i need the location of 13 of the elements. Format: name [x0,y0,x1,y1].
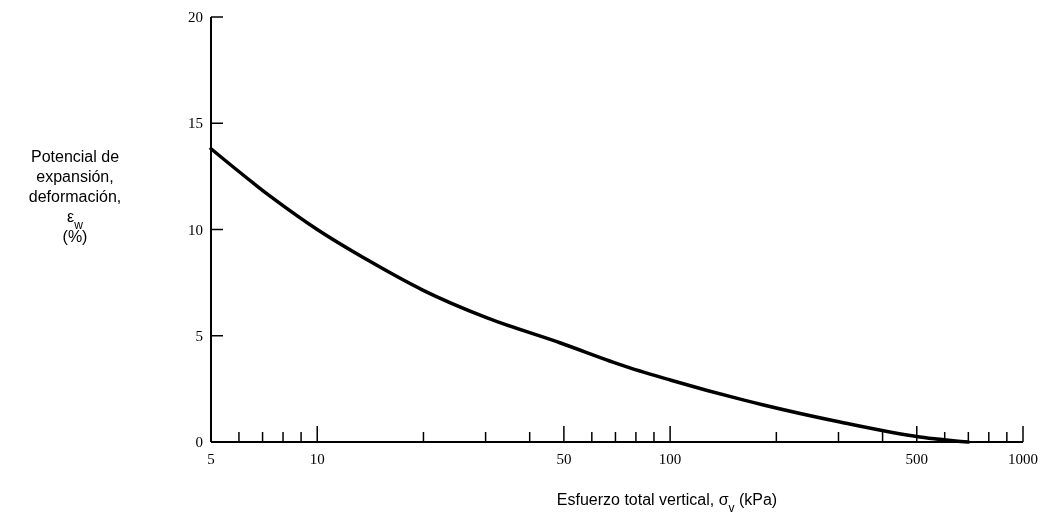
y-tick-label: 5 [195,327,203,344]
x-tick-label: 1000 [1008,451,1038,467]
x-tick-label: 500 [905,451,929,467]
x-tick-label: 50 [556,451,572,467]
y-axis-title: Potencial de expansión, deformación, ε$_{w}$ (%) [28,148,122,245]
x-tick-label: 10 [309,451,325,467]
y-tick-label: 15 [188,115,203,132]
y-tick-label: 10 [188,221,203,238]
x-axis-title: Esfuerzo total vertical, σ$_{v}$ (kPa) [556,491,778,515]
y-tick-label: 0 [195,434,203,450]
x-tick-label: 100 [658,451,682,467]
y-tick-label: 20 [188,9,203,25]
x-tick-label: 5 [207,451,215,467]
